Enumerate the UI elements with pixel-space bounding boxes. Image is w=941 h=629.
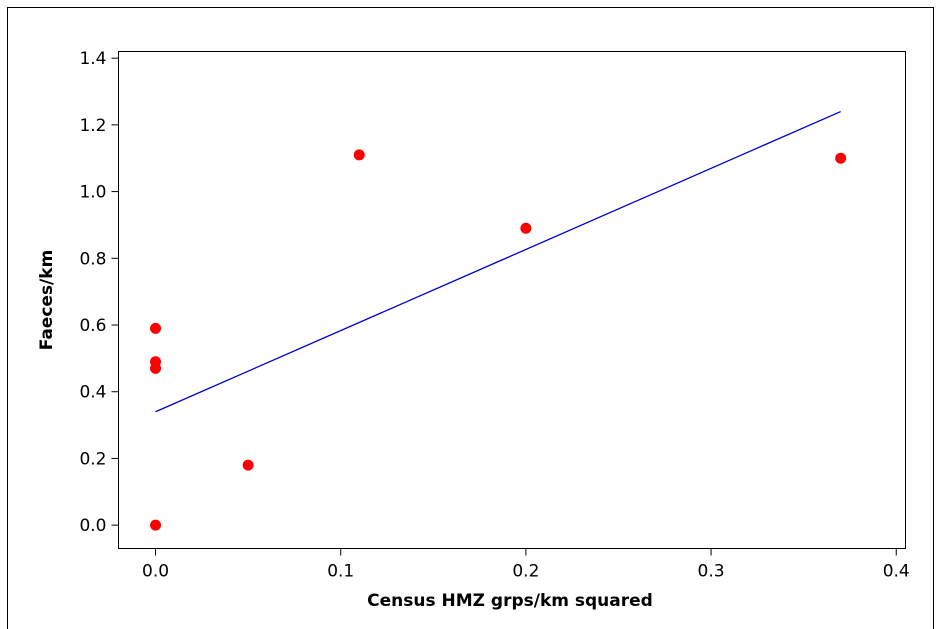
regression-line (155, 110, 841, 413)
data-point (150, 322, 162, 334)
y-tick-label: 0.6 (79, 316, 106, 336)
data-point (242, 459, 254, 471)
x-tick-label: 0.0 (142, 562, 169, 582)
y-tick-label: 1.4 (79, 49, 106, 69)
data-point (150, 519, 162, 531)
data-point (150, 362, 162, 374)
data-point (835, 152, 847, 164)
y-tick-label: 0.0 (79, 516, 106, 536)
x-tick-label: 0.2 (512, 562, 539, 582)
y-axis-title: Faeces/km (37, 250, 57, 351)
y-tick-label: 0.4 (79, 383, 106, 403)
y-axis: 0.0 0.2 0.4 0.6 0.8 1.0 1.2 1.4 (79, 49, 119, 536)
y-tick-label: 1.2 (79, 116, 106, 136)
data-point (520, 222, 532, 234)
plot-area (118, 51, 906, 549)
x-axis: 0.0 0.1 0.2 0.3 0.4 (142, 548, 910, 582)
data-point (353, 149, 365, 161)
x-tick-label: 0.1 (327, 562, 354, 582)
x-tick-label: 0.4 (883, 562, 910, 582)
y-tick-label: 0.8 (79, 249, 106, 269)
series-layer (150, 110, 847, 531)
y-tick-label: 0.2 (79, 449, 106, 469)
y-tick-label: 1.0 (79, 183, 106, 203)
x-axis-title: Census HMZ grps/km squared (367, 591, 653, 611)
x-tick-label: 0.3 (698, 562, 725, 582)
